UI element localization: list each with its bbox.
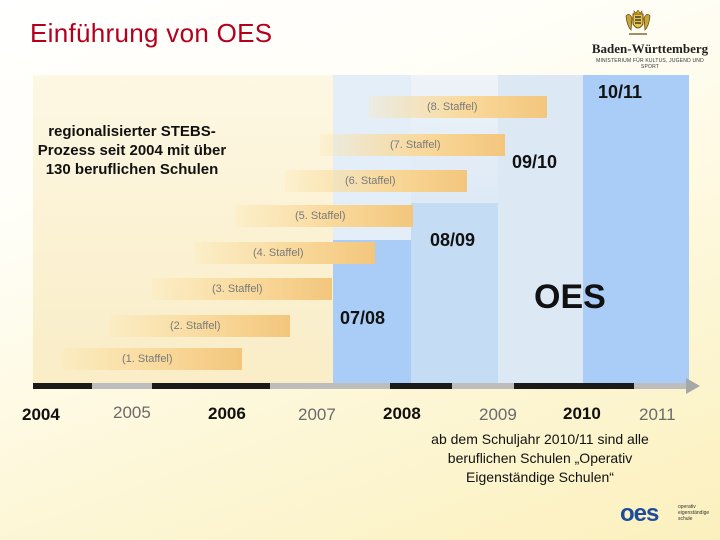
staffel-label-2: (2. Staffel) — [170, 320, 221, 332]
oes-label: OES — [534, 278, 606, 316]
oes-logo-subtitle: operativ eigenständige schule — [678, 504, 710, 522]
staffel-bar-7: (7. Staffel) — [320, 134, 505, 156]
oes-logo: oes operativ eigenständige schule — [620, 500, 710, 530]
staffel-label-4: (4. Staffel) — [253, 247, 304, 259]
timeline-arrow-icon — [686, 378, 700, 394]
timeline-segment-2004 — [33, 383, 92, 389]
timeline-segment-2005 — [92, 383, 152, 389]
oes-logo-text: oes — [620, 500, 659, 527]
staffel-label-6: (6. Staffel) — [345, 175, 396, 187]
staffel-bar-2: (2. Staffel) — [110, 315, 290, 337]
phase-label-08-09: 08/09 — [430, 230, 476, 250]
year-2006: 2006 — [208, 404, 246, 423]
timeline-segment-2008 — [390, 383, 452, 389]
phase-08-09-notch — [411, 203, 498, 383]
staffel-label-7: (7. Staffel) — [390, 139, 441, 151]
staffel-bar-4: (4. Staffel) — [195, 242, 375, 264]
stebs-description: regionalisierter STEBS-Prozess seit 2004… — [37, 123, 227, 178]
slide-title: Einführung von OES — [30, 18, 273, 48]
phase-label-09-10: 09/10 — [512, 152, 558, 172]
timeline-segment-2009 — [452, 383, 514, 389]
staffel-label-3: (3. Staffel) — [212, 283, 263, 295]
staffel-bar-8: (8. Staffel) — [369, 96, 547, 118]
staffel-bar-5: (5. Staffel) — [235, 205, 413, 227]
year-2011: 2011 — [639, 405, 676, 424]
year-2009: 2009 — [479, 405, 517, 424]
footer-note: ab dem Schuljahr 2010/11 sind alle beruf… — [431, 431, 649, 485]
year-2004: 2004 — [22, 405, 60, 424]
staffel-bar-1: (1. Staffel) — [62, 348, 242, 370]
year-2007: 2007 — [298, 405, 336, 424]
staffel-label-8: (8. Staffel) — [427, 101, 478, 113]
staffel-label-5: (5. Staffel) — [295, 210, 346, 222]
logo-name: Baden-Württemberg — [591, 41, 709, 56]
logo-subtitle: MINISTERIUM FÜR KULTUS, JUGEND UND SPORT — [596, 58, 704, 70]
year-2005: 2005 — [113, 403, 151, 422]
coat-of-arms-icon — [625, 10, 651, 35]
staffel-label-1: (1. Staffel) — [122, 353, 173, 365]
baden-wuerttemberg-logo: Baden-Württemberg MINISTERIUM FÜR KULTUS… — [590, 10, 710, 70]
year-2008: 2008 — [383, 404, 421, 423]
phase-07-08 — [333, 285, 411, 383]
year-2010: 2010 — [563, 404, 601, 423]
staffel-bar-3: (3. Staffel) — [152, 278, 332, 300]
timeline-segment-2010 — [514, 383, 634, 389]
timeline-segment-2006 — [152, 383, 270, 389]
staffel-bar-6: (6. Staffel) — [285, 170, 467, 192]
timeline-segment-2007 — [270, 383, 390, 389]
timeline-segment-2011 — [634, 383, 686, 389]
phase-label-07-08: 07/08 — [340, 308, 386, 328]
phase-label-10-11: 10/11 — [598, 82, 643, 102]
